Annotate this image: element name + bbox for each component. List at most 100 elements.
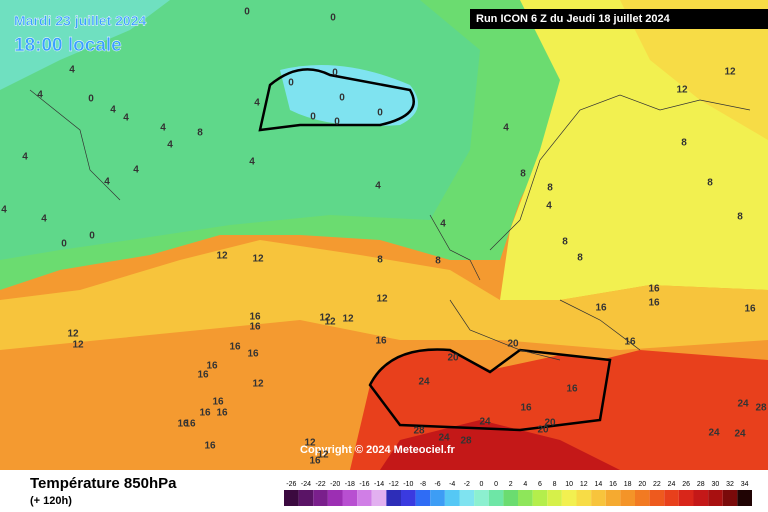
contour-label: 16 — [249, 312, 261, 323]
contour-label: 4 — [104, 177, 110, 188]
contour-label: 16 — [204, 441, 216, 452]
contour-label: 0 — [377, 108, 383, 119]
contour-label: 8 — [197, 128, 203, 139]
colorbar-label: -6 — [434, 481, 440, 488]
contour-label: 16 — [206, 361, 218, 372]
contour-label: 12 — [676, 85, 688, 96]
contour-label: 16 — [624, 337, 636, 348]
contour-label: 16 — [566, 384, 578, 395]
colorbar-swatch — [474, 490, 489, 506]
contour-label: 24 — [438, 433, 450, 444]
contour-label: 12 — [724, 67, 736, 78]
contour-label: 0 — [88, 94, 94, 105]
colorbar-label: -12 — [389, 481, 399, 488]
colorbar-label: -14 — [374, 481, 384, 488]
colorbar-swatch — [313, 490, 328, 506]
contour-label: 12 — [252, 254, 264, 265]
colorbar-label: -10 — [403, 481, 413, 488]
colorbar-swatch — [620, 490, 635, 506]
colorbar-swatch — [284, 490, 299, 506]
colorbar-swatch — [371, 490, 387, 506]
contour-label: 4 — [37, 90, 43, 101]
colorbar-swatch — [708, 490, 723, 506]
colorbar-swatch — [518, 490, 533, 506]
colorbar-swatch — [342, 490, 358, 506]
contour-label: 4 — [110, 105, 116, 116]
date-label: Mardi 23 juillet 2024 — [14, 13, 146, 29]
footer-title: Température 850hPa — [30, 475, 177, 492]
contour-label: 24 — [418, 377, 430, 388]
contour-label: 0 — [330, 13, 336, 24]
colorbar-label: -8 — [420, 481, 426, 488]
colorbar-swatch — [488, 490, 504, 506]
contour-label: 4 — [41, 214, 47, 225]
colorbar-label: 34 — [741, 481, 749, 488]
contour-label: 0 — [244, 7, 250, 18]
contour-label: 24 — [708, 428, 720, 439]
contour-label: 12 — [317, 450, 329, 461]
contour-label: 12 — [376, 294, 388, 305]
contour-label: 8 — [737, 212, 743, 223]
colorbar-swatch — [737, 490, 752, 506]
colorbar-swatch — [430, 490, 445, 506]
contour-label: 8 — [435, 256, 441, 267]
colorbar-label: -24 — [301, 481, 311, 488]
contour-label: 8 — [707, 178, 713, 189]
colorbar-label: -16 — [359, 481, 369, 488]
contour-label: 16 — [648, 284, 660, 295]
colorbar-swatch — [722, 490, 738, 506]
contour-label: 16 — [177, 419, 189, 430]
contour-label: 24 — [737, 399, 749, 410]
colorbar-swatch — [444, 490, 460, 506]
colorbar-swatch — [605, 490, 621, 506]
contour-label: 4 — [440, 219, 446, 230]
colorbar-label: -22 — [316, 481, 326, 488]
contour-label: 4 — [123, 113, 129, 124]
footer-subtitle: (+ 120h) — [30, 495, 72, 507]
colorbar-swatch — [547, 490, 562, 506]
copyright: Copyright © 2024 Meteociel.fr — [300, 444, 456, 456]
contour-label: 4 — [69, 65, 75, 76]
colorbar-swatch — [678, 490, 694, 506]
contour-label: 12 — [319, 313, 331, 324]
contour-label: 0 — [61, 239, 67, 250]
colorbar-label: -18 — [345, 481, 355, 488]
contour-label: 16 — [520, 403, 532, 414]
colorbar-label: -20 — [330, 481, 340, 488]
isotherm-0 — [258, 68, 415, 132]
mild-zone-east — [620, 0, 768, 140]
contour-label: 4 — [375, 181, 381, 192]
contour-label: 4 — [133, 165, 139, 176]
colorbar-label: 32 — [726, 481, 734, 488]
cold-corner — [0, 0, 170, 90]
contour-label: 20 — [507, 339, 519, 350]
colorbar-label: 16 — [609, 481, 617, 488]
colorbar-swatch — [298, 490, 314, 506]
colorbar-swatch — [576, 490, 592, 506]
contour-label: 0 — [334, 117, 340, 128]
contour-label: 16 — [247, 349, 259, 360]
colorbar-swatch — [532, 490, 548, 506]
contour-label: 16 — [212, 397, 224, 408]
hot-core — [380, 420, 620, 470]
colorbar-label: 2 — [509, 481, 513, 488]
time-label: 18:00 locale — [14, 35, 122, 56]
colorbar-label: 14 — [595, 481, 603, 488]
colorbar-swatch — [503, 490, 518, 506]
colorbar-label: 0 — [494, 481, 498, 488]
contour-label: 24 — [734, 429, 746, 440]
contour-label: 16 — [648, 298, 660, 309]
colorbar-label: 30 — [712, 481, 720, 488]
warm-band — [0, 240, 500, 350]
colorbar-swatch — [649, 490, 665, 506]
contour-label: 16 — [309, 456, 321, 467]
contour-label: 24 — [479, 417, 491, 428]
colorbar-swatch — [386, 490, 401, 506]
contour-label: 0 — [288, 78, 294, 89]
contour-label: 28 — [413, 426, 425, 437]
contour-label: 4 — [546, 201, 552, 212]
contour-label: 20 — [544, 418, 556, 429]
colorbar-swatch — [664, 490, 679, 506]
